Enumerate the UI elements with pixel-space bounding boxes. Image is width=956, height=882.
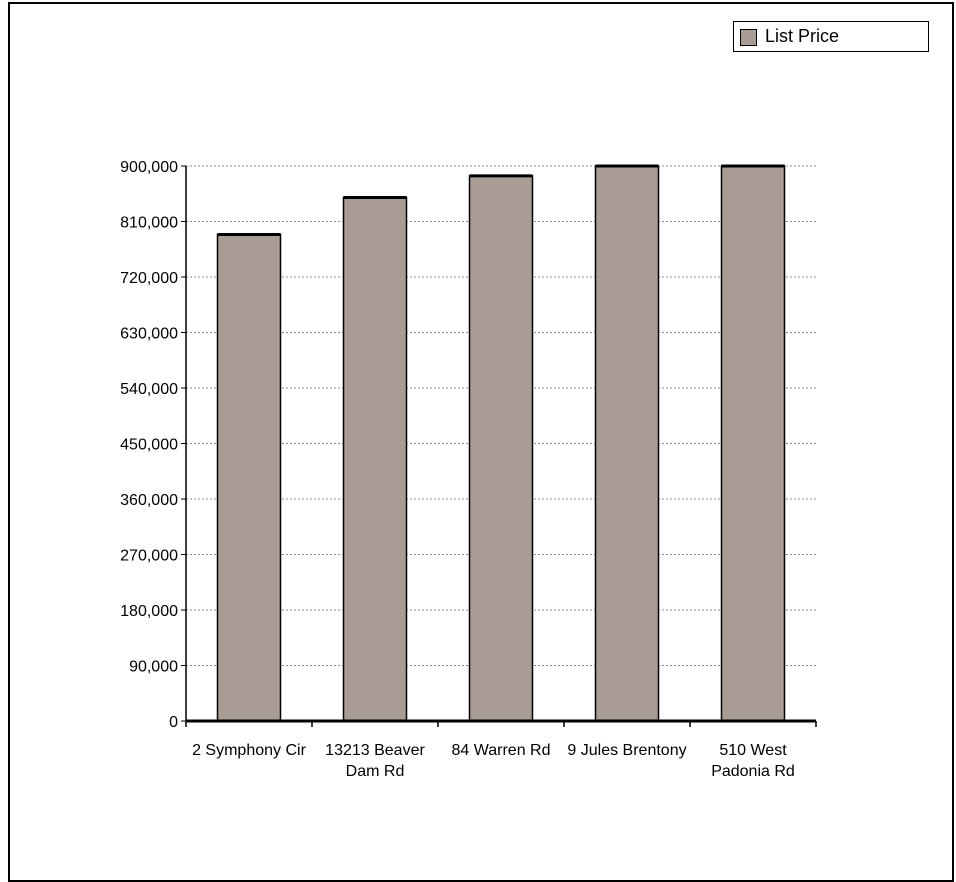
y-tick-label: 450,000 <box>120 437 178 454</box>
y-axis-tick-labels: 0 90,000 180,000 270,000 360,000 450,000 540,0… <box>120 159 178 731</box>
bar <box>468 175 534 722</box>
y-tick-label: 900,000 <box>120 159 178 176</box>
x-tick-label: 84 Warren Rd <box>452 742 551 759</box>
legend-swatch-list-price <box>740 29 757 46</box>
bar <box>594 165 660 722</box>
y-tick-label: 270,000 <box>120 548 178 565</box>
bar <box>720 165 786 722</box>
x-tick-label: 510 West Padonia Rd <box>711 742 795 780</box>
bars <box>216 164 786 722</box>
x-tick-label: 2 Symphony Cir <box>192 742 306 759</box>
x-tick-label: 13213 Beaver Dam Rd <box>325 742 425 780</box>
bar <box>342 196 408 722</box>
legend-label-list-price: List Price <box>765 26 840 46</box>
gridlines <box>181 165 816 722</box>
y-tick-label: 90,000 <box>129 659 178 676</box>
y-tick-label: 360,000 <box>120 492 178 509</box>
y-tick-label: 180,000 <box>120 603 178 620</box>
x-axis-tick-labels: 2 Symphony Cir 13213 Beaver Dam Rd 84 Warre… <box>192 742 795 780</box>
y-tick-label: 810,000 <box>120 215 178 232</box>
axes <box>185 166 817 727</box>
y-tick-label: 720,000 <box>120 270 178 287</box>
y-tick-label: 540,000 <box>120 381 178 398</box>
y-tick-label: 630,000 <box>120 326 178 343</box>
bar <box>216 233 282 722</box>
x-tick-label: 9 Jules Brentony <box>567 742 686 759</box>
y-tick-label: 0 <box>169 714 178 731</box>
legend: List Price <box>733 21 929 52</box>
